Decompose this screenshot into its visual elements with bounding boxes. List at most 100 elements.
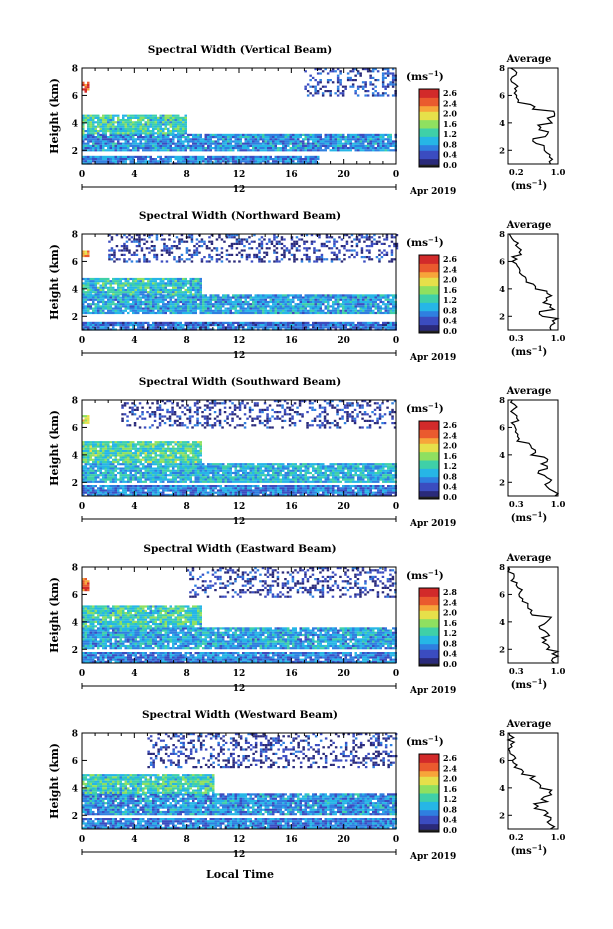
heatmap-cell — [359, 149, 362, 152]
heatmap-cell — [109, 130, 112, 133]
heatmap-cell — [287, 155, 290, 158]
heatmap-cell — [247, 326, 250, 329]
heatmap-cell — [204, 485, 207, 488]
heatmap-cell — [219, 326, 222, 329]
heatmap-cell — [264, 485, 267, 488]
heatmap-cell — [139, 119, 142, 122]
heatmap-cell — [294, 309, 297, 312]
heatmap-cell — [207, 142, 210, 145]
heatmap-cell — [184, 140, 187, 143]
heatmap-cell — [374, 136, 377, 139]
heatmap-cell — [152, 284, 155, 287]
heatmap-cell — [282, 160, 285, 163]
heatmap-cell — [154, 119, 157, 122]
heatmap-cell — [215, 253, 219, 256]
heatmap-cell — [152, 133, 155, 136]
colorbar-segment — [419, 122, 439, 126]
heatmap-cell — [384, 321, 387, 324]
heatmap-cell — [119, 324, 122, 327]
heatmap-cell — [162, 296, 165, 299]
heatmap-cell — [361, 85, 365, 88]
heatmap-cell — [349, 85, 352, 88]
heatmap-cell — [179, 321, 182, 324]
heatmap-cell — [332, 321, 335, 324]
heatmap-cell — [154, 140, 157, 143]
heatmap-cell — [362, 309, 365, 312]
heatmap-cell — [82, 123, 85, 126]
heatmap-cell — [159, 119, 162, 122]
heatmap-cell — [222, 144, 225, 147]
heatmap-cell — [312, 149, 315, 152]
heatmap-cell — [104, 121, 107, 124]
heatmap-cell — [294, 491, 297, 494]
heatmap-cell — [304, 160, 307, 163]
heatmap-cell — [194, 282, 197, 285]
heatmap-cell — [87, 252, 90, 255]
heatmap-cell — [139, 485, 142, 488]
heatmap-cell — [117, 123, 120, 126]
heatmap-cell — [347, 142, 350, 145]
heatmap-cell — [381, 94, 385, 97]
heatmap-cell — [295, 240, 299, 243]
heatmap-cell — [269, 491, 272, 494]
heatmap-cell — [199, 142, 202, 145]
heatmap-cell — [169, 324, 172, 327]
heatmap-cell — [247, 140, 250, 143]
heatmap-cell — [134, 144, 137, 147]
heatmap-cell — [273, 260, 276, 263]
heatmap-cell — [207, 311, 210, 315]
x-tick-label: 4 — [131, 336, 137, 346]
heatmap-cell — [180, 234, 184, 237]
heatmap-cell — [295, 242, 299, 245]
heatmap-cell — [124, 307, 127, 310]
heatmap-cell — [174, 116, 177, 119]
heatmap-cell — [264, 305, 267, 308]
heatmap-cell — [342, 296, 345, 299]
heatmap-cell — [189, 149, 192, 152]
heatmap-cell — [359, 294, 362, 297]
colorbar-tick-label: 0.0 — [443, 160, 457, 170]
heatmap-cell — [154, 160, 157, 163]
heatmap-cell — [352, 138, 355, 141]
heatmap-cell — [244, 140, 247, 143]
heatmap-cell — [282, 294, 285, 297]
heatmap-cell — [392, 307, 395, 310]
heatmap-cell — [337, 136, 340, 139]
heatmap-cell — [264, 491, 267, 494]
heatmap-cell — [192, 286, 195, 289]
heatmap-cell — [249, 140, 252, 143]
heatmap-cell — [307, 136, 310, 139]
heatmap-cell — [117, 298, 120, 301]
heatmap-cell — [139, 277, 142, 281]
heatmap-cell — [354, 136, 357, 139]
heatmap-cell — [344, 294, 347, 297]
heatmap-cell — [207, 155, 210, 158]
heatmap-cell — [82, 114, 85, 117]
heatmap-cell — [129, 321, 132, 324]
heatmap-cell — [164, 493, 167, 496]
heatmap-cell — [102, 296, 105, 299]
heatmap-cell — [379, 149, 382, 152]
heatmap-cell — [94, 149, 97, 152]
heatmap-cell — [299, 321, 302, 324]
heatmap-cell — [337, 303, 340, 306]
heatmap-cell — [312, 136, 315, 139]
heatmap-cell — [124, 140, 127, 143]
heatmap-cell — [319, 140, 322, 143]
colorbar-segment — [419, 324, 439, 328]
heatmap-cell — [147, 155, 150, 158]
heatmap-cell — [339, 298, 342, 301]
heatmap-cell — [108, 249, 111, 252]
heatmap-cell — [304, 147, 307, 150]
heatmap-cell — [312, 133, 315, 136]
heatmap-cell — [234, 138, 237, 141]
heatmap-cell — [292, 321, 295, 324]
heatmap-cell — [137, 293, 140, 296]
heatmap-cell — [189, 298, 192, 301]
heatmap-cell — [204, 326, 207, 329]
heatmap-cell — [232, 300, 235, 304]
heatmap-cell — [167, 158, 170, 161]
heatmap-cell — [384, 324, 387, 327]
heatmap-cell — [159, 298, 162, 301]
